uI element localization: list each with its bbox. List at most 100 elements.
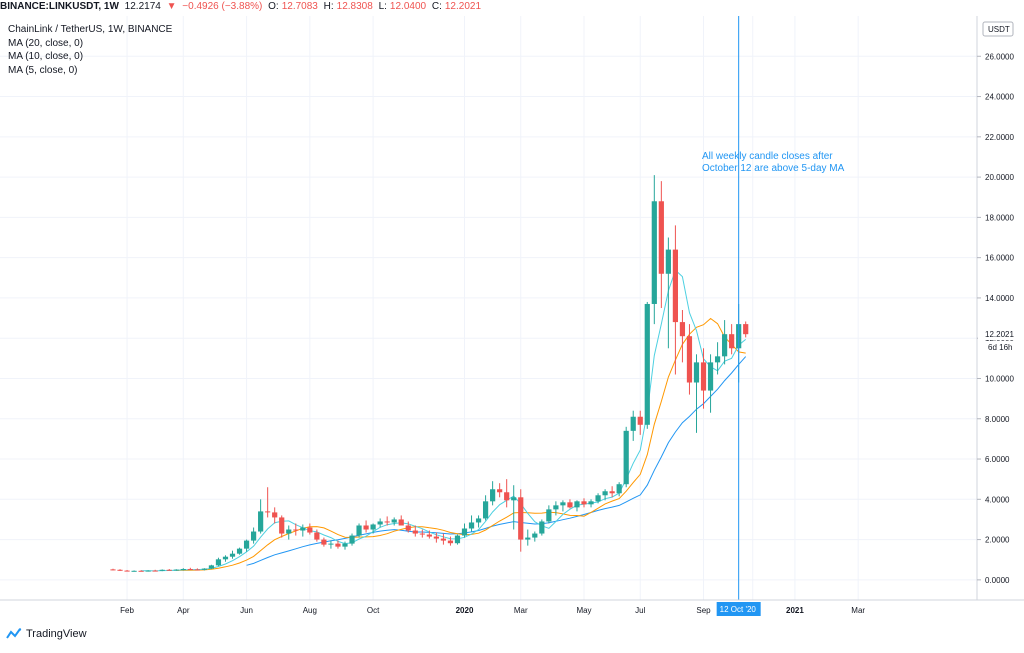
x-tick-label: Jun (240, 606, 253, 615)
x-tick-label: Aug (303, 606, 317, 615)
candle-up (644, 301, 650, 429)
candle-body (110, 569, 116, 571)
price-chart[interactable]: All weekly candle closes after October 1… (0, 16, 1024, 624)
y-tick-label: 0.0000 (985, 576, 1010, 585)
currency-button-label[interactable]: USDT (988, 25, 1010, 34)
candle-body (419, 533, 425, 535)
candle-down (426, 530, 432, 539)
candle-up (546, 505, 552, 524)
candle-down (497, 483, 503, 498)
y-tick-label: 16.0000 (985, 254, 1014, 263)
candle-body (187, 568, 193, 570)
candle-up (300, 524, 306, 537)
candle-down (138, 570, 144, 572)
x-tick-label: 2021 (786, 606, 804, 615)
candle-body (679, 322, 686, 337)
candle-body (201, 568, 207, 570)
candle-body (363, 525, 369, 530)
candle-body (560, 502, 566, 506)
y-tick-label: 2.0000 (985, 536, 1010, 545)
brand-label: TradingView (26, 628, 87, 640)
candle-up (208, 564, 215, 570)
x-tick-label: Mar (851, 606, 865, 615)
candle-body (722, 334, 728, 357)
candle-down (609, 486, 615, 498)
candle-up (391, 517, 397, 526)
candle-down (117, 569, 123, 572)
y-tick-label: 18.0000 (985, 213, 1014, 222)
ma10-line (176, 317, 746, 571)
chart-legend: ChainLink / TetherUS, 1W, BINANCE MA (20… (8, 23, 172, 77)
candle-body (468, 522, 475, 529)
legend-ma5[interactable]: MA (5, close, 0) (8, 64, 78, 76)
candle-up (482, 495, 489, 521)
candle-down (518, 489, 524, 552)
candle-up (286, 525, 292, 540)
price-axis[interactable]: 0.0000 2.0000 4.0000 6.0000 8.0000 10.0000 12.… (977, 52, 1014, 585)
y-tick-label: 26.0000 (985, 52, 1014, 61)
annotation-line-1: All weekly candle closes after (702, 151, 833, 162)
currency-button[interactable]: USDT (982, 21, 1014, 37)
candle-body (307, 527, 313, 533)
candle-up (201, 568, 207, 571)
candle-body (258, 511, 264, 532)
candle-up (722, 320, 728, 365)
candle-body (616, 484, 622, 494)
candle-body (321, 539, 327, 545)
candle-body (602, 491, 608, 496)
x-tick-label: Sep (696, 606, 711, 615)
x-tick-label: Feb (120, 606, 134, 615)
candle-body (314, 532, 320, 540)
candle-body (335, 543, 341, 547)
legend-ma10[interactable]: MA (10, close, 0) (8, 51, 84, 62)
candle-body (215, 559, 222, 566)
price-tag: 12.2021 6d 16h (978, 328, 1024, 354)
candle-body (145, 570, 151, 572)
candle-up (454, 534, 461, 545)
candle-up (131, 570, 137, 572)
legend-title[interactable]: ChainLink / TetherUS, 1W, BINANCE (8, 24, 173, 35)
candle-body (497, 489, 503, 493)
candle-body (222, 556, 229, 560)
time-axis[interactable]: FebAprJunAugOct2020MarMayJulSepv2021Mar (120, 606, 865, 615)
candle-up (377, 518, 383, 528)
x-tick-label: Mar (514, 606, 528, 615)
y-tick-label: 14.0000 (985, 294, 1014, 303)
candle-up (665, 237, 671, 349)
low-value: 12.0400 (389, 1, 427, 12)
candle-body (426, 534, 432, 537)
candle-down (743, 321, 749, 338)
candle-down (504, 479, 510, 508)
candle-up (616, 482, 622, 497)
candle-body (707, 362, 714, 391)
candle-up (490, 481, 496, 506)
candle-down (672, 225, 678, 375)
candle-body (609, 491, 615, 494)
candle-body (194, 569, 200, 571)
candle-body (714, 356, 721, 363)
candle-down (567, 499, 573, 509)
legend-ma20[interactable]: MA (20, close, 0) (8, 37, 84, 49)
candle-down (686, 324, 693, 395)
candle-body (532, 533, 538, 538)
candle-body (454, 535, 461, 544)
candle-body (405, 525, 411, 531)
y-tick-label: 24.0000 (985, 93, 1014, 102)
last-price: 12.2174 (124, 1, 161, 12)
candle-down (658, 181, 664, 308)
candle-down (110, 568, 116, 571)
crosshair-time-box (716, 602, 761, 616)
candle-body (539, 521, 545, 534)
candle-up (475, 515, 482, 528)
y-tick-label: 10.0000 (985, 374, 1014, 383)
candle-up (215, 557, 222, 567)
candle-down (729, 324, 735, 355)
currency-button-frame[interactable] (982, 21, 1014, 37)
price-tag-box (978, 328, 1024, 341)
annotation-line-2: October 12 are above 5-day MA (702, 163, 845, 174)
candle-down (272, 507, 278, 524)
tradingview-logo[interactable]: TradingView (6, 628, 87, 640)
candle-down (637, 410, 643, 435)
symbol-label[interactable]: BINANCE:LINKUSDT, 1W (0, 1, 119, 12)
candle-up (222, 555, 229, 562)
